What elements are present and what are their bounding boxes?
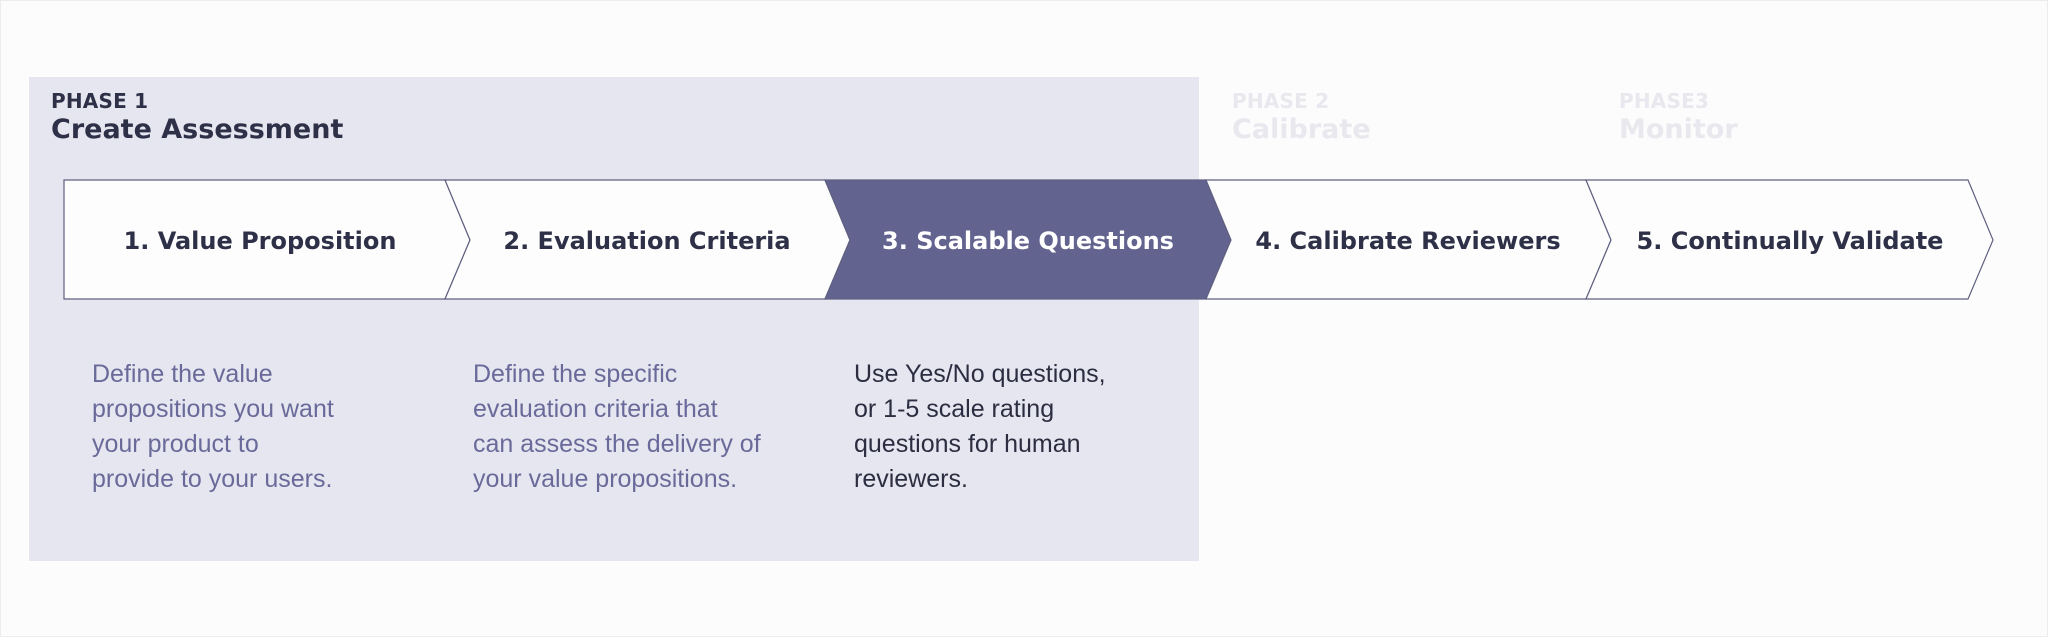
step-4[interactable]: 4. Calibrate Reviewers bbox=[1205, 179, 1612, 300]
description-line: questions for human bbox=[854, 430, 1081, 458]
phase1-tag: PHASE 1 bbox=[51, 89, 149, 113]
step-2-label: 2. Evaluation Criteria bbox=[503, 227, 790, 255]
phase1-header: PHASE 1 Create Assessment bbox=[51, 89, 343, 147]
step-2[interactable]: 2. Evaluation Criteria bbox=[444, 179, 851, 300]
description-line: Define the value bbox=[92, 360, 273, 388]
step-2-description: Define the specific evaluation criteria … bbox=[473, 357, 793, 497]
description-line: evaluation criteria that bbox=[473, 395, 718, 423]
phase3-name: Monitor bbox=[1619, 114, 1738, 145]
phase3-header: PHASE3 Monitor bbox=[1619, 89, 1738, 147]
phase3-tag: PHASE3 bbox=[1619, 89, 1710, 113]
description-line: or 1-5 scale rating bbox=[854, 395, 1055, 423]
description-line: can assess the delivery of bbox=[473, 430, 761, 458]
phase1-name: Create Assessment bbox=[51, 114, 344, 145]
step-5[interactable]: 5. Continually Validate bbox=[1585, 179, 1994, 300]
description-line: Use Yes/No questions, bbox=[854, 360, 1106, 388]
description-line: your product to bbox=[92, 430, 259, 458]
phase2-name: Calibrate bbox=[1232, 114, 1371, 145]
description-line: propositions you want bbox=[92, 395, 334, 423]
phase2-tag: PHASE 2 bbox=[1232, 89, 1330, 113]
description-line: Define the specific bbox=[473, 360, 678, 388]
step-3-description: Use Yes/No questions, or 1-5 scale ratin… bbox=[854, 357, 1154, 497]
step-3-label: 3. Scalable Questions bbox=[882, 227, 1174, 255]
step-4-label: 4. Calibrate Reviewers bbox=[1255, 227, 1560, 255]
description-line: provide to your users. bbox=[92, 465, 333, 493]
description-line: your value propositions. bbox=[473, 465, 738, 493]
step-5-shape bbox=[1585, 179, 1994, 300]
step-3[interactable]: 3. Scalable Questions bbox=[824, 179, 1232, 300]
step-5-label: 5. Continually Validate bbox=[1637, 227, 1944, 255]
step-1[interactable]: 1. Value Proposition bbox=[63, 179, 471, 300]
step-1-label: 1. Value Proposition bbox=[124, 227, 397, 255]
description-line: reviewers. bbox=[854, 465, 968, 493]
step-1-description: Define the value propositions you want y… bbox=[92, 357, 392, 497]
phase1-background bbox=[29, 77, 1199, 561]
phase2-header: PHASE 2 Calibrate bbox=[1232, 89, 1371, 147]
